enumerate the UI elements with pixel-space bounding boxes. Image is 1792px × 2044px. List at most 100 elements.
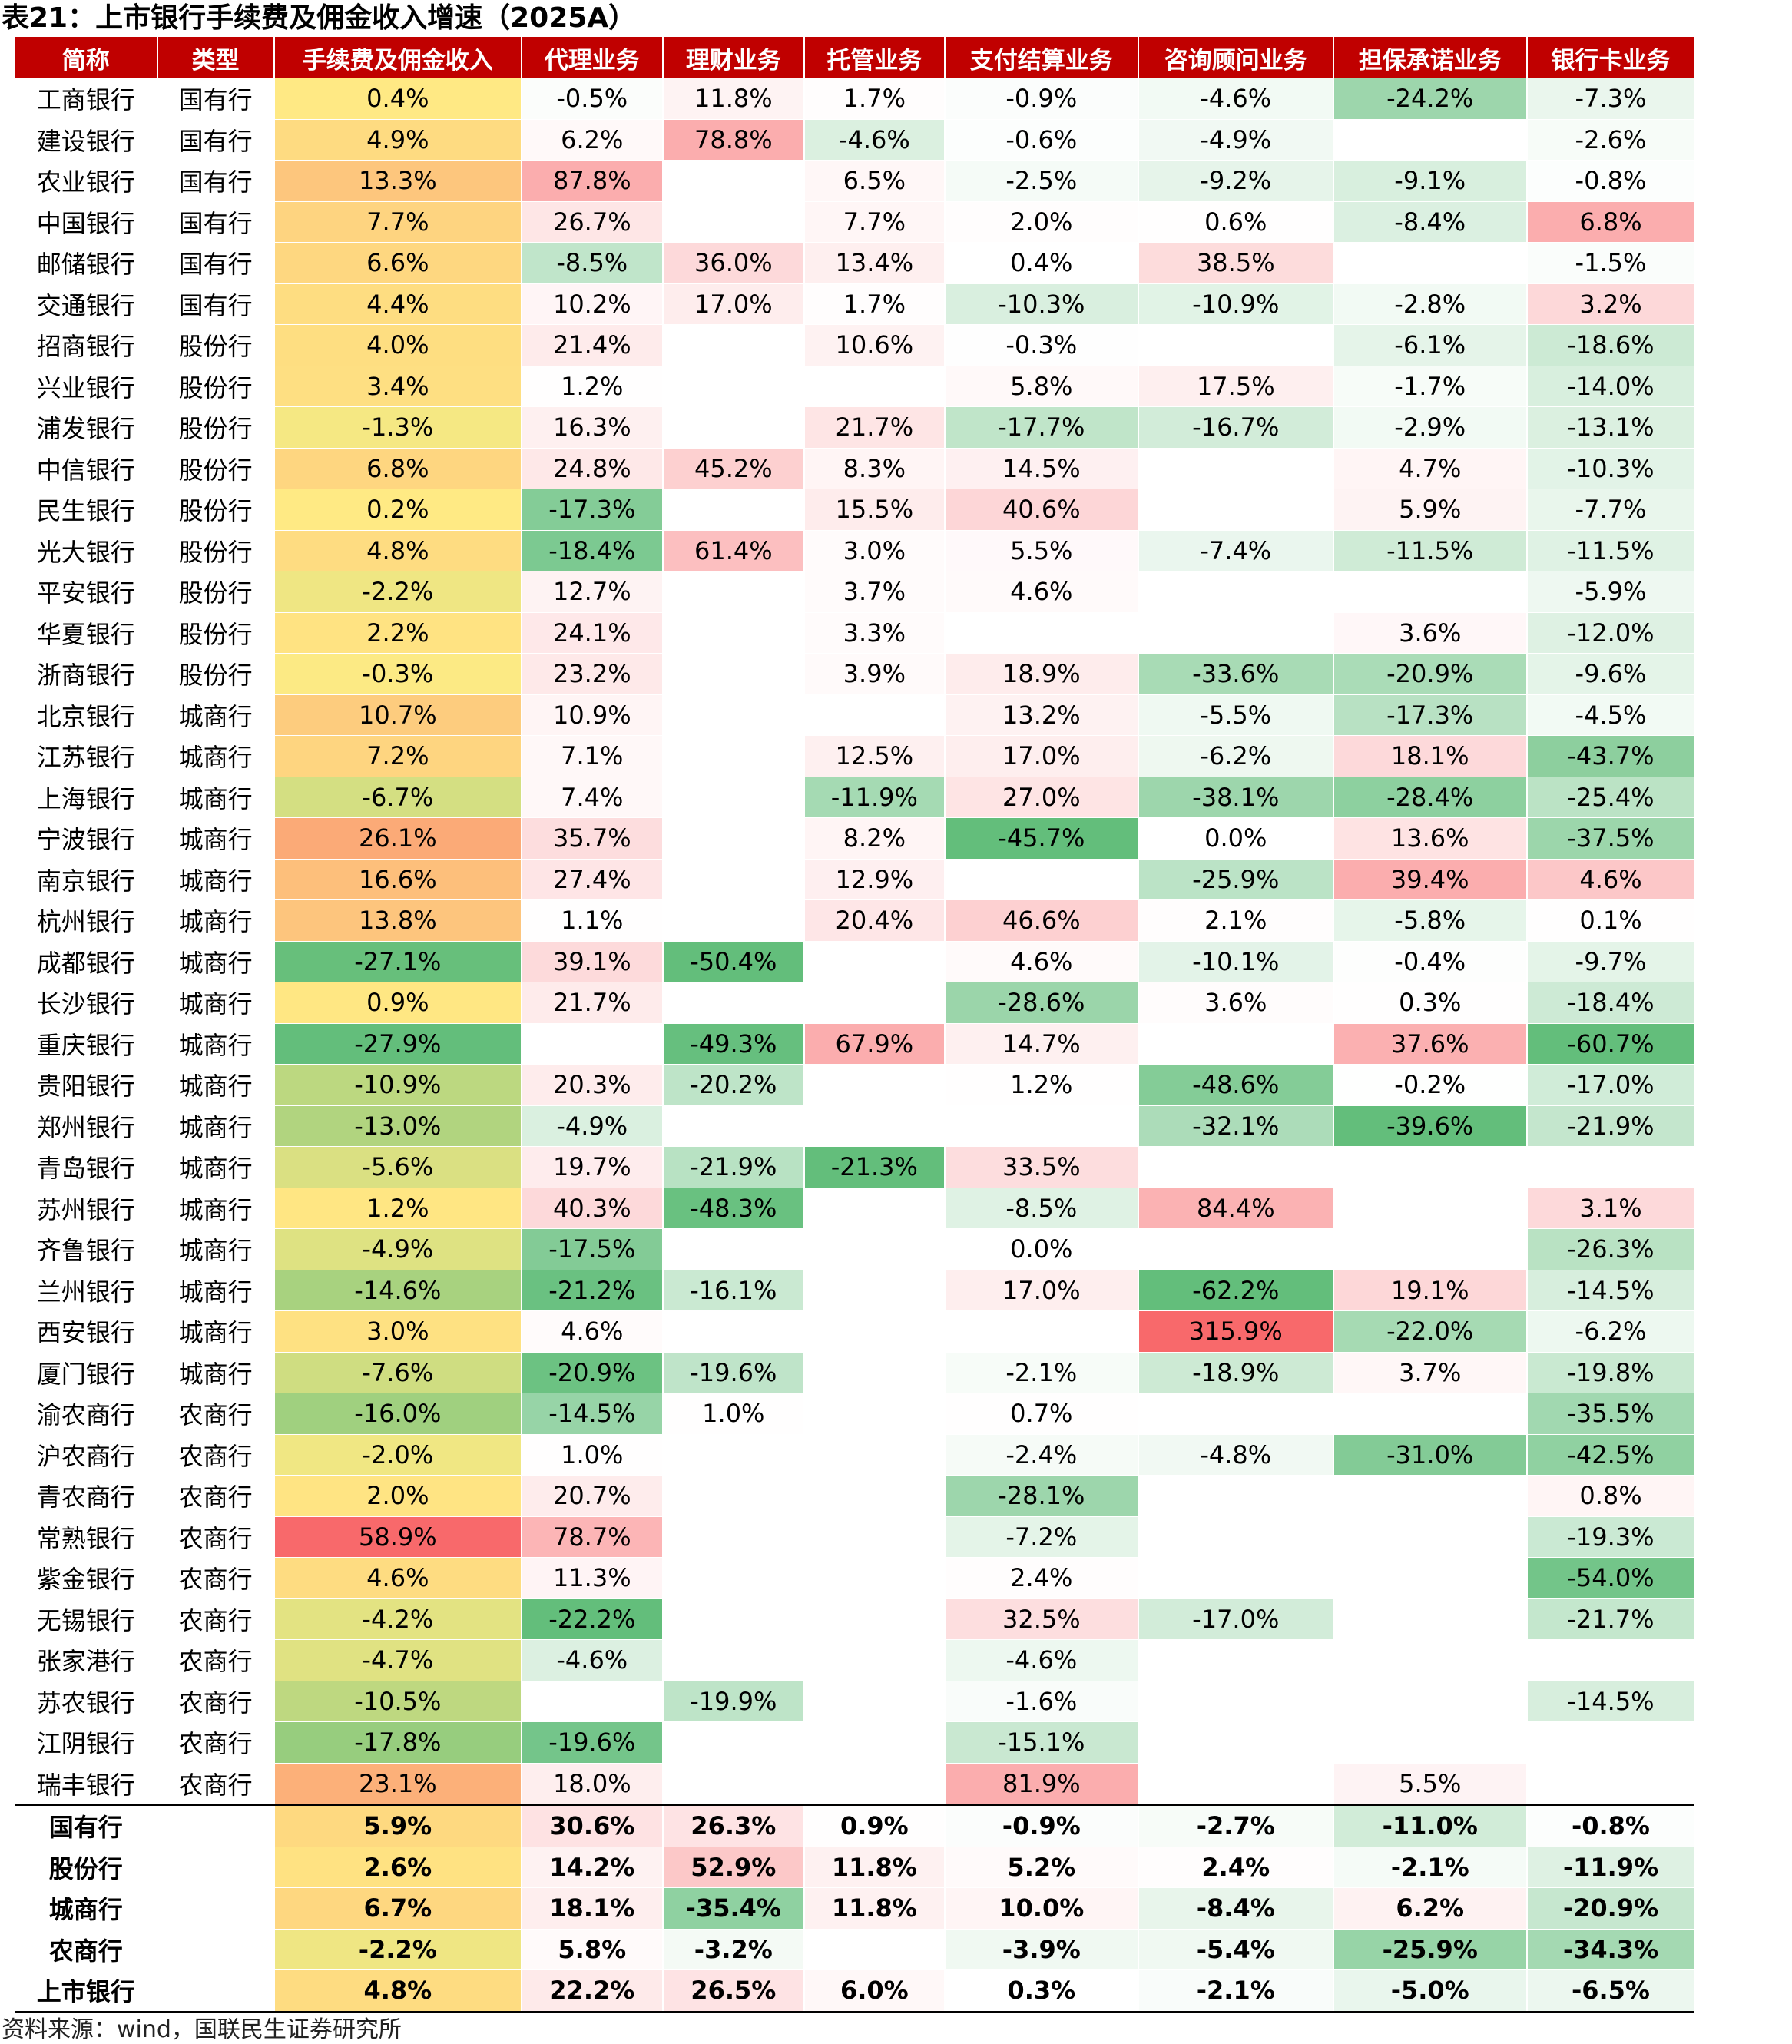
wealth-mgmt-cell — [662, 899, 806, 942]
fee-income-cell: 4.9% — [273, 119, 523, 161]
fee-income-cell: 23.1% — [273, 1763, 523, 1805]
agency-cell: -0.5% — [522, 78, 664, 120]
table-row: 华夏银行 股份行 2.2% 24.1% 3.3% 3.6% -12.0% — [15, 612, 1694, 654]
guarantee-cell: 18.1% — [1333, 735, 1528, 777]
table-row: 浙商银行 股份行 -0.3% 23.2% 3.9% 18.9% -33.6% -20.9% -9… — [15, 653, 1694, 695]
advisory-cell: -25.9% — [1138, 859, 1334, 900]
bank-name-cell: 常熟银行 — [15, 1516, 158, 1558]
bank-name-cell: 建设银行 — [15, 119, 158, 161]
bank-type-cell: 农商行 — [157, 1598, 275, 1640]
col-header-fee-income: 手续费及佣金收入 — [273, 37, 523, 78]
table-row: 青岛银行 城商行 -5.6% 19.7% -21.9% -21.3% 33.5% — [15, 1146, 1694, 1188]
bank-name-cell: 西安银行 — [15, 1310, 158, 1353]
table-row: 北京银行 城商行 10.7% 10.9% 13.2% -5.5% -17.3% -4.5% — [15, 694, 1694, 736]
table-row: 民生银行 股份行 0.2% -17.3% 15.5% 40.6% 5.9% -7.7% — [15, 489, 1694, 531]
table-row: 招商银行 股份行 4.0% 21.4% 10.6% -0.3% -6.1% -18.6% — [15, 324, 1694, 366]
agency-cell: -17.3% — [522, 489, 664, 531]
table-row: 中信银行 股份行 6.8% 24.8% 45.2% 8.3% 14.5% 4.7% -10.3% — [15, 448, 1694, 489]
aggregate-row: 国有行 5.9% 30.6% 26.3% 0.9% -0.9% -2.7% -11.0% -0.… — [15, 1804, 1694, 1847]
table-row: 齐鲁银行 城商行 -4.9% -17.5% 0.0% -26.3% — [15, 1228, 1694, 1270]
bank-type-cell: 城商行 — [157, 694, 275, 736]
guarantee-cell: -1.7% — [1333, 366, 1528, 407]
advisory-cell: -6.2% — [1138, 735, 1334, 777]
bank-name-cell: 江苏银行 — [15, 735, 158, 777]
bank-card-cell: -0.8% — [1526, 1804, 1694, 1847]
bank-card-cell — [1526, 1146, 1694, 1188]
wealth-mgmt-cell: 11.8% — [662, 78, 806, 120]
fee-income-cell: 4.8% — [273, 530, 523, 571]
custody-cell — [804, 694, 946, 736]
bank-type-cell: 农商行 — [157, 1434, 275, 1476]
guarantee-cell: -5.0% — [1333, 1969, 1528, 2013]
table-row: 兰州银行 城商行 -14.6% -21.2% -16.1% 17.0% -62.2% 19.1… — [15, 1270, 1694, 1311]
table-bottom-rule — [15, 2010, 1694, 2016]
bank-name-cell: 股份行 — [15, 1847, 158, 1888]
guarantee-cell: -0.2% — [1333, 1064, 1528, 1106]
advisory-cell: -62.2% — [1138, 1270, 1334, 1311]
guarantee-cell: -31.0% — [1333, 1434, 1528, 1476]
guarantee-cell: -2.8% — [1333, 283, 1528, 325]
agency-cell — [522, 1023, 664, 1065]
fee-income-cell: 1.2% — [273, 1188, 523, 1229]
agency-cell: -21.2% — [522, 1270, 664, 1311]
table-row: 渝农商行 农商行 -16.0% -14.5% 1.0% 0.7% -35.5% — [15, 1393, 1694, 1435]
advisory-cell — [1138, 1721, 1334, 1764]
guarantee-cell: 5.5% — [1333, 1763, 1528, 1805]
agency-cell: 21.4% — [522, 324, 664, 366]
guarantee-cell: -0.4% — [1333, 941, 1528, 982]
table-row: 厦门银行 城商行 -7.6% -20.9% -19.6% -2.1% -18.9% 3.7% -… — [15, 1352, 1694, 1393]
table-row: 交通银行 国有行 4.4% 10.2% 17.0% 1.7% -10.3% -10.9% -2.… — [15, 283, 1694, 325]
advisory-cell: 2.1% — [1138, 899, 1334, 942]
custody-cell: 0.9% — [804, 1804, 946, 1847]
bank-card-cell: -18.4% — [1526, 982, 1694, 1024]
bank-card-cell: -37.5% — [1526, 817, 1694, 860]
wealth-mgmt-cell: -3.2% — [662, 1929, 806, 1970]
guarantee-cell — [1333, 1188, 1528, 1229]
wealth-mgmt-cell: -20.2% — [662, 1064, 806, 1106]
agency-cell: 20.7% — [522, 1475, 664, 1517]
agency-cell: 1.1% — [522, 899, 664, 942]
settlement-cell: -2.1% — [944, 1352, 1140, 1393]
agency-cell: 24.1% — [522, 612, 664, 654]
bank-type-cell: 城商行 — [157, 1146, 275, 1188]
agency-cell: 19.7% — [522, 1146, 664, 1188]
bank-type-cell: 城商行 — [157, 1064, 275, 1106]
wealth-mgmt-cell: 36.0% — [662, 242, 806, 284]
guarantee-cell — [1333, 1681, 1528, 1722]
guarantee-cell — [1333, 242, 1528, 284]
table-row: 工商银行 国有行 0.4% -0.5% 11.8% 1.7% -0.9% -4.6% -24.2… — [15, 78, 1694, 120]
wealth-mgmt-cell: 17.0% — [662, 283, 806, 325]
agency-cell: 12.7% — [522, 571, 664, 613]
custody-cell — [804, 1352, 946, 1393]
fee-income-cell: 0.4% — [273, 78, 523, 120]
agency-cell: 39.1% — [522, 941, 664, 982]
fee-income-cell: 3.0% — [273, 1310, 523, 1353]
agency-cell: 18.0% — [522, 1763, 664, 1805]
bank-card-cell: 4.6% — [1526, 859, 1694, 900]
wealth-mgmt-cell — [662, 160, 806, 202]
fee-income-cell: 7.2% — [273, 735, 523, 777]
bank-name-cell: 紫金银行 — [15, 1557, 158, 1599]
bank-card-cell: -7.7% — [1526, 489, 1694, 531]
fee-income-cell: -14.6% — [273, 1270, 523, 1311]
settlement-cell: 46.6% — [944, 899, 1140, 942]
agency-cell: -4.6% — [522, 1639, 664, 1681]
settlement-cell: 0.4% — [944, 242, 1140, 284]
bank-type-cell: 城商行 — [157, 982, 275, 1024]
custody-cell: 1.7% — [804, 283, 946, 325]
settlement-cell: 4.6% — [944, 571, 1140, 613]
table-row: 农业银行 国有行 13.3% 87.8% 6.5% -2.5% -9.2% -9.1% -0.8… — [15, 160, 1694, 202]
guarantee-cell: -28.4% — [1333, 777, 1528, 818]
bank-type-cell: 城商行 — [157, 899, 275, 942]
bank-type-cell: 股份行 — [157, 653, 275, 695]
bank-card-cell: 0.1% — [1526, 899, 1694, 942]
settlement-cell: -45.7% — [944, 817, 1140, 860]
custody-cell — [804, 1064, 946, 1106]
settlement-cell: 13.2% — [944, 694, 1140, 736]
guarantee-cell: -25.9% — [1333, 1929, 1528, 1970]
table-row: 成都银行 城商行 -27.1% 39.1% -50.4% 4.6% -10.1% -0.4% -… — [15, 941, 1694, 982]
settlement-cell: 10.0% — [944, 1887, 1140, 1930]
wealth-mgmt-cell — [662, 201, 806, 243]
advisory-cell — [1138, 324, 1334, 366]
table-title: 表21：上市银行手续费及佣金收入增速（2025A） — [2, 2, 637, 34]
